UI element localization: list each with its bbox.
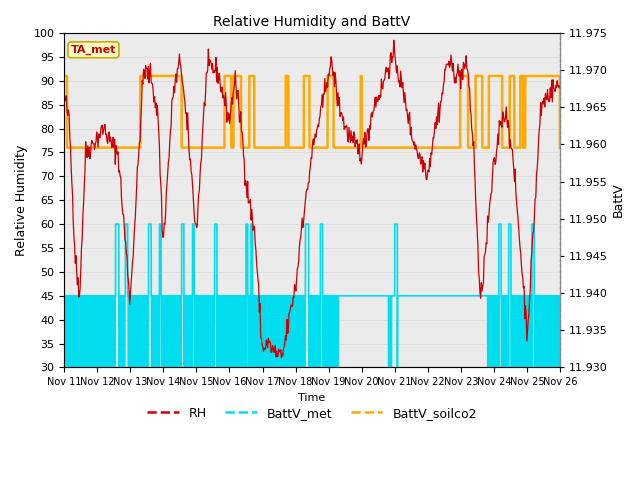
- Legend: RH, BattV_met, BattV_soilco2: RH, BattV_met, BattV_soilco2: [142, 402, 482, 425]
- Y-axis label: Relative Humidity: Relative Humidity: [15, 144, 28, 256]
- Text: TA_met: TA_met: [71, 45, 116, 55]
- Title: Relative Humidity and BattV: Relative Humidity and BattV: [214, 15, 411, 29]
- Y-axis label: BattV: BattV: [612, 183, 625, 217]
- X-axis label: Time: Time: [298, 393, 326, 403]
